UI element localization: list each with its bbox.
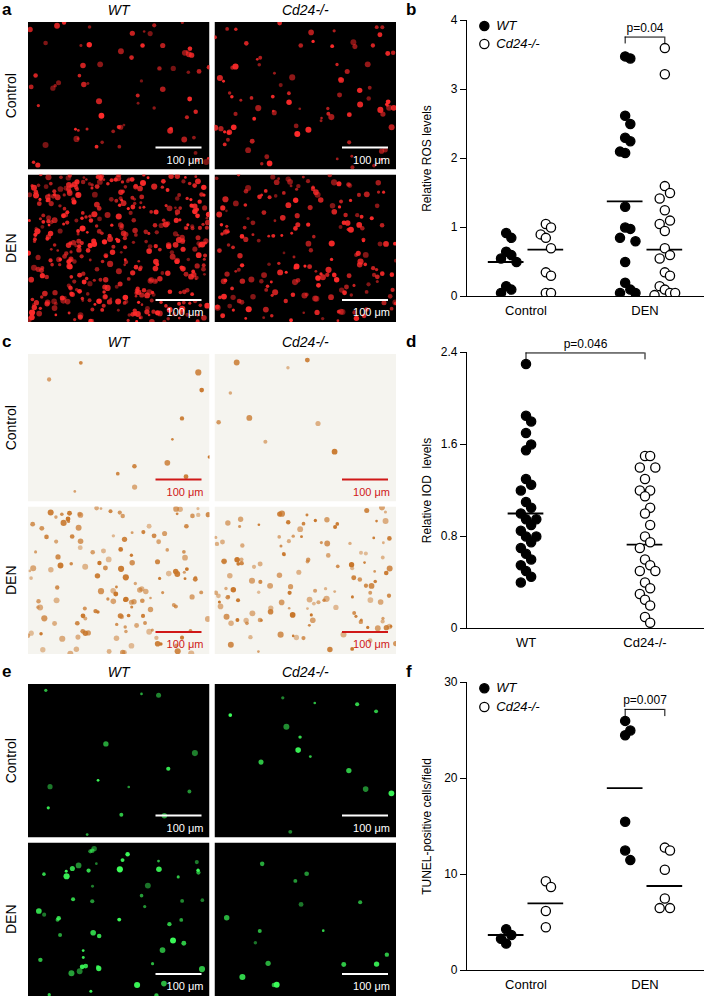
svg-text:Control: Control: [3, 73, 19, 118]
svg-text:Relative IOD levels: Relative IOD levels: [420, 438, 434, 543]
svg-text:100 μm: 100 μm: [167, 486, 204, 498]
svg-text:0.8: 0.8: [441, 529, 458, 543]
svg-text:Control: Control: [505, 303, 547, 318]
svg-text:100 μm: 100 μm: [353, 638, 390, 650]
svg-text:1: 1: [451, 220, 458, 234]
svg-text:100 μm: 100 μm: [353, 822, 390, 834]
svg-text:10: 10: [444, 867, 458, 881]
html-text:f: f: [406, 662, 412, 681]
svg-text:DEN: DEN: [631, 977, 658, 992]
svg-text:Cd24-/-: Cd24-/-: [282, 334, 329, 350]
html-text:d: d: [406, 332, 417, 351]
svg-text:2.4: 2.4: [441, 345, 458, 359]
svg-text:100 μm: 100 μm: [167, 980, 204, 992]
html-text:c: c: [2, 332, 12, 351]
svg-text:Control: Control: [3, 405, 19, 450]
svg-text:3: 3: [451, 82, 458, 96]
svg-text:TUNEL-positive cells/field: TUNEL-positive cells/field: [420, 758, 434, 895]
svg-text:DEN: DEN: [631, 303, 658, 318]
html-text:e: e: [2, 662, 12, 681]
svg-text:Cd24-/-: Cd24-/-: [623, 635, 666, 650]
svg-text:0: 0: [451, 621, 458, 635]
svg-text:DEN: DEN: [3, 904, 19, 934]
svg-text:Cd24-/-: Cd24-/-: [282, 664, 329, 680]
svg-text:Control: Control: [505, 977, 547, 992]
svg-text:WT: WT: [496, 18, 517, 33]
svg-text:DEN: DEN: [3, 565, 19, 595]
svg-text:0: 0: [451, 963, 458, 977]
svg-text:1.6: 1.6: [441, 437, 458, 451]
svg-text:WT: WT: [108, 334, 131, 350]
svg-text:0: 0: [451, 289, 458, 303]
svg-text:20: 20: [444, 771, 458, 785]
svg-text:4: 4: [451, 13, 458, 27]
svg-text:30: 30: [444, 675, 458, 689]
html-text:b: b: [406, 0, 417, 19]
svg-text:100 μm: 100 μm: [167, 154, 204, 166]
svg-text:100 μm: 100 μm: [353, 486, 390, 498]
svg-text:WT: WT: [496, 680, 517, 695]
svg-text:Cd24-/-: Cd24-/-: [496, 699, 540, 714]
svg-text:DEN: DEN: [3, 233, 19, 263]
svg-text:100 μm: 100 μm: [167, 306, 204, 318]
svg-text:p=0.046: p=0.046: [564, 337, 608, 351]
svg-text:WT: WT: [108, 2, 131, 18]
svg-text:Relative ROS levels: Relative ROS levels: [420, 105, 434, 212]
svg-text:WT: WT: [516, 635, 536, 650]
svg-text:p=0.04: p=0.04: [626, 21, 663, 35]
svg-text:100 μm: 100 μm: [167, 822, 204, 834]
svg-text:Cd24-/-: Cd24-/-: [496, 36, 540, 51]
svg-text:Control: Control: [3, 738, 19, 783]
svg-text:100 μm: 100 μm: [167, 638, 204, 650]
svg-text:WT: WT: [108, 664, 131, 680]
svg-text:100 μm: 100 μm: [353, 154, 390, 166]
svg-text:100 μm: 100 μm: [353, 980, 390, 992]
svg-text:p=0.007: p=0.007: [623, 693, 667, 707]
svg-text:Cd24-/-: Cd24-/-: [282, 2, 329, 18]
svg-text:2: 2: [451, 151, 458, 165]
svg-text:100 μm: 100 μm: [353, 306, 390, 318]
html-text:a: a: [2, 0, 12, 19]
